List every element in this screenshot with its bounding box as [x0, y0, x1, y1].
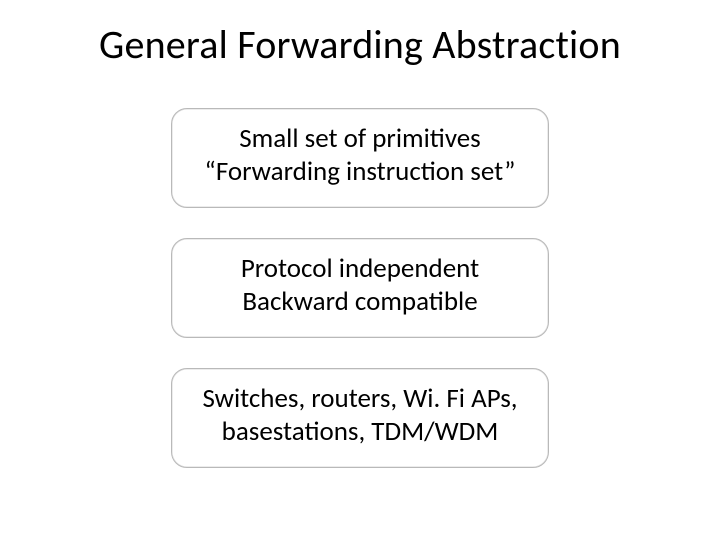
box-line: Backward compatible: [192, 286, 528, 319]
box-line: “Forwarding instruction set”: [192, 156, 528, 189]
box-list: Small set of primitives “Forwarding inst…: [0, 108, 720, 468]
slide: General Forwarding Abstraction Small set…: [0, 0, 720, 540]
box-protocol: Protocol independent Backward compatible: [171, 238, 549, 338]
box-line: Small set of primitives: [192, 123, 528, 156]
box-line: Switches, routers, Wi. Fi APs,: [192, 383, 528, 416]
box-devices: Switches, routers, Wi. Fi APs, basestati…: [171, 368, 549, 468]
box-primitives: Small set of primitives “Forwarding inst…: [171, 108, 549, 208]
box-line: basestations, TDM/WDM: [192, 416, 528, 449]
slide-title: General Forwarding Abstraction: [0, 20, 720, 69]
box-line: Protocol independent: [192, 253, 528, 286]
